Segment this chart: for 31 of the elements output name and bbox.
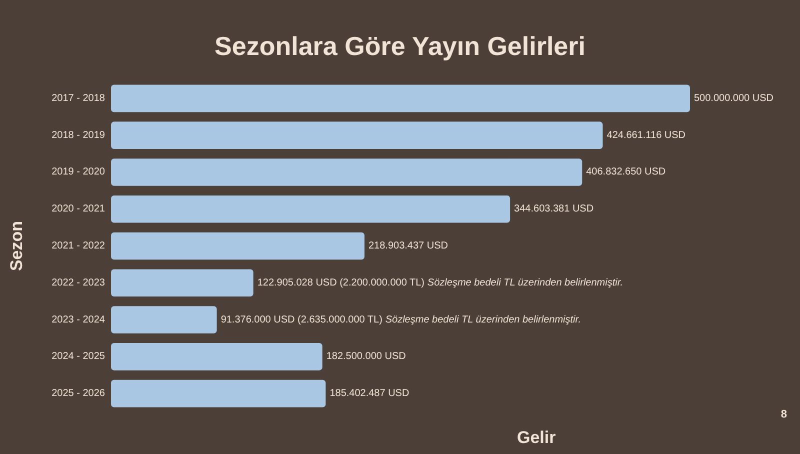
y-axis-title: Sezon (7, 220, 26, 272)
y-tick-label: 2025 - 2026 (52, 388, 106, 400)
data-label: 182.500.000 USD (326, 351, 406, 362)
bar (111, 84, 690, 112)
text: 8 (780, 408, 788, 420)
bar (111, 195, 510, 223)
data-label: 424.661.116 USD (606, 130, 686, 141)
x-axis-title: Gelir (517, 428, 556, 447)
data-label: 91.376.000 USD (2.635.000.000 TL) Sözleşme bedeli TL üzerinden belirlenmiştir. (220, 314, 582, 326)
y-tick-label: 2020 - 2021 (52, 204, 106, 215)
y-tick-label: 2024 - 2025 (52, 351, 106, 362)
bar (111, 269, 254, 297)
data-label: 122.905.028 USD (2.200.000.000 TL) Sözleşme bedeli TL üzerinden belirlenmiştir. (257, 277, 624, 288)
y-tick-label: 2019 - 2020 (52, 166, 106, 178)
bar (111, 380, 326, 408)
chart-title: Sezonlara Göre Yayın Gelirleri (214, 31, 586, 61)
data-label: 406.832.650 USD (586, 166, 666, 178)
data-label: 185.402.487 USD (330, 388, 410, 400)
y-tick-label: 2022 - 2023 (52, 277, 106, 288)
bar (111, 232, 364, 260)
y-tick-label: 2023 - 2024 (52, 314, 106, 326)
data-label: 218.903.437 USD (368, 240, 448, 252)
data-label: 344.603.381 USD (514, 204, 594, 215)
bar (111, 306, 217, 334)
y-tick-label: 2021 - 2022 (52, 240, 106, 252)
data-label: 500.000.000 USD (694, 92, 774, 104)
bar (111, 158, 582, 186)
y-tick-label: 2017 - 2018 (52, 92, 106, 104)
bar (111, 343, 322, 370)
y-tick-label: 2018 - 2019 (52, 130, 106, 141)
bar (111, 122, 603, 149)
